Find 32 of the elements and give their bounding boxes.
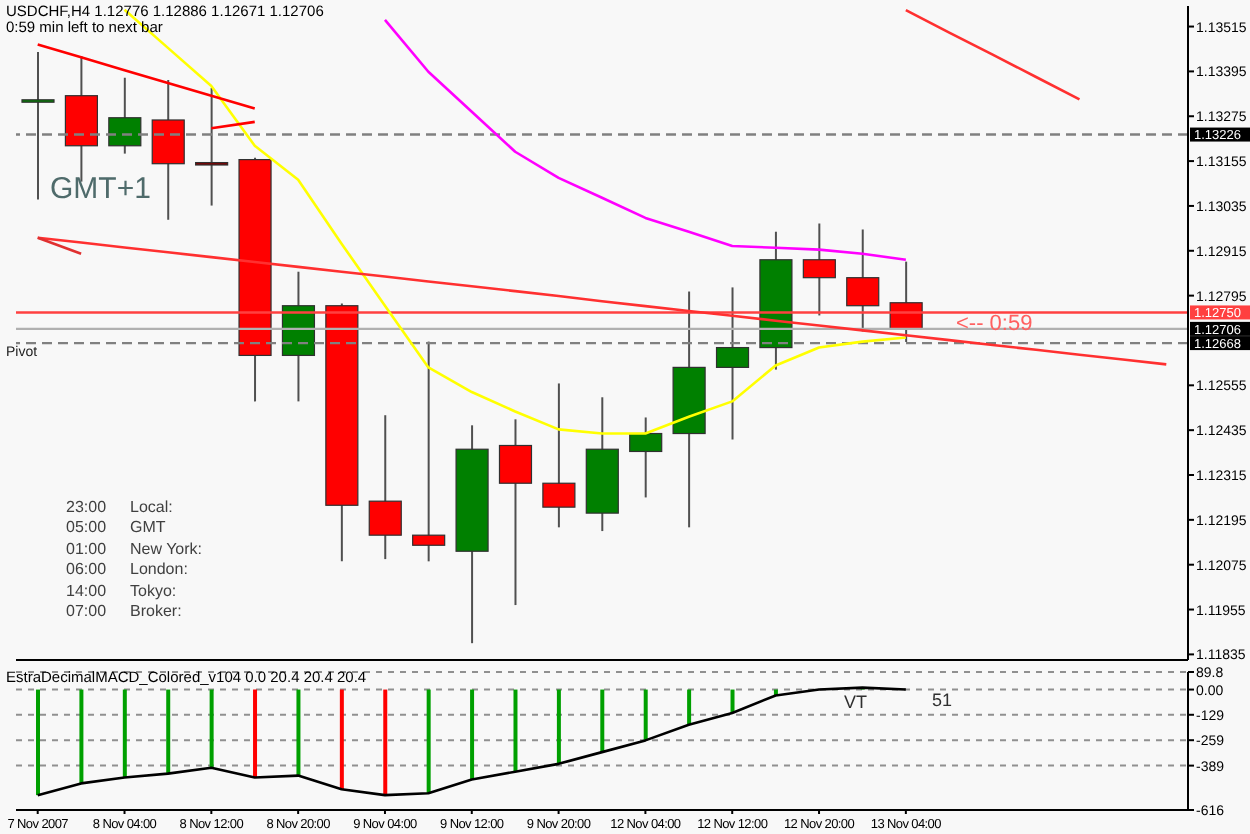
- candlestick: [21, 50, 55, 201]
- candlestick: [498, 418, 533, 607]
- candlestick: [715, 286, 750, 441]
- candlestick: [629, 416, 663, 499]
- annotation: 23:00: [66, 498, 107, 516]
- annotation: 05:00: [66, 518, 107, 537]
- annotation: Local:: [130, 498, 173, 516]
- annotation: Tokyo:: [130, 581, 177, 600]
- annotation: VT: [844, 692, 868, 712]
- annotation: 07:00: [66, 602, 107, 620]
- line-series: [904, 8, 1081, 101]
- line-series: [36, 43, 257, 110]
- annotation: <-- 0:59: [956, 312, 1033, 336]
- candlestick: [108, 76, 142, 155]
- annotation: 14:00: [66, 581, 107, 600]
- candlestick: [195, 86, 229, 207]
- annotation: 06:00: [66, 560, 107, 579]
- annotation: Broker:: [130, 602, 182, 620]
- candlestick: [846, 228, 880, 333]
- annotation: New York:: [130, 539, 203, 558]
- line-series: [383, 18, 908, 262]
- candlestick: [542, 382, 576, 529]
- line-series: [36, 686, 908, 797]
- line-series: [36, 236, 1168, 366]
- annotation: GMT+1: [50, 172, 151, 206]
- candlestick: [368, 414, 402, 561]
- annotation: 01:00: [66, 539, 107, 558]
- annotation: 51: [932, 690, 953, 710]
- candlestick: [802, 222, 836, 317]
- candlestick: [412, 340, 446, 563]
- annotation: GMT: [130, 518, 166, 537]
- annotation: London:: [130, 560, 188, 579]
